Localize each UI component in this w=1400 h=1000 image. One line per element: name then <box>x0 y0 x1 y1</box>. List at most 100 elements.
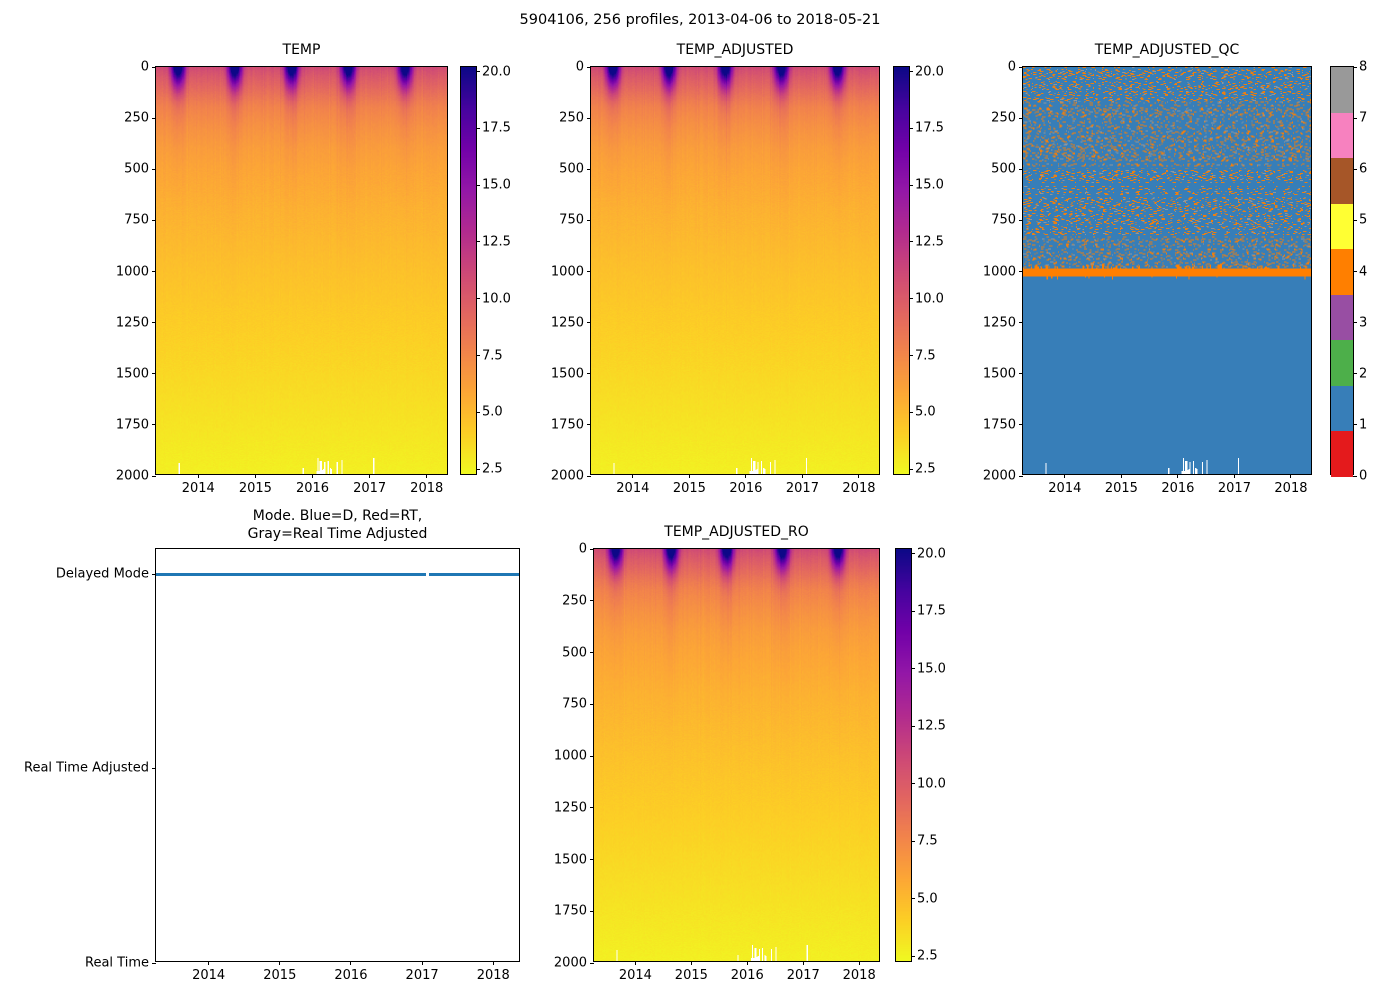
y-tick-label: Delayed Mode <box>55 566 149 582</box>
temp-adjusted-qc-heatmap: 2014 2015 2016 2017 2018 0 250 500 750 1000 1250 15… <box>983 60 1312 496</box>
x-tick-label: 2014 <box>616 481 650 496</box>
y-tick-label: 1500 <box>115 366 149 382</box>
tick-mark <box>1019 424 1023 426</box>
tick-mark <box>688 474 690 478</box>
temp-adjusted-heatmap-canvas <box>591 67 879 474</box>
mode-plot: 2014 2015 2016 2017 2018 Delayed Mode Real Tim… <box>24 548 520 983</box>
x-tick-label: 2014 <box>192 968 226 983</box>
tick-mark <box>587 424 591 426</box>
colorbar-segment <box>1331 248 1353 295</box>
tick-mark <box>911 840 915 842</box>
y-tick-label: Real Time Adjusted <box>24 760 149 776</box>
y-tick-label: 250 <box>562 593 587 609</box>
colorbar-tick-label: 10.0 <box>915 291 944 307</box>
y-tick-label: 0 <box>575 59 584 75</box>
tick-mark <box>1019 271 1023 272</box>
y-tick-label: 500 <box>991 161 1016 177</box>
temp-heatmap-canvas <box>156 67 447 474</box>
x-tick-label: 2018 <box>476 968 510 983</box>
colorbar-tick-label: 5 <box>1359 212 1368 228</box>
colorbar-tick-label: 3 <box>1359 315 1368 331</box>
temp-heatmap: 2014 2015 2016 2017 2018 0 250 500 750 1000 1250 15… <box>116 60 448 496</box>
colorbar-tick-label: 17.5 <box>482 120 511 136</box>
y-tick-label: 0 <box>140 59 149 75</box>
figure-title: 5904106, 256 profiles, 2013-04-06 to 201… <box>519 12 881 28</box>
tick-mark <box>909 411 913 413</box>
x-tick-label: 2016 <box>334 968 368 983</box>
y-tick-label: 2000 <box>550 468 584 484</box>
tick-mark <box>746 961 748 965</box>
tick-mark <box>152 373 156 375</box>
colorbar-tick-label: 5.0 <box>482 404 503 420</box>
y-tick-label: 1000 <box>982 264 1016 279</box>
tick-mark <box>476 355 480 357</box>
x-tick-label: 2015 <box>674 968 708 983</box>
colorbar-tick-label: 5.0 <box>917 891 938 907</box>
x-tick-label: 2015 <box>672 481 706 496</box>
x-tick-label: 2016 <box>1161 481 1195 496</box>
colorbar-segment <box>1331 203 1353 250</box>
y-tick-label: 250 <box>559 110 584 126</box>
y-tick-label: 1000 <box>553 748 587 764</box>
tick-mark <box>350 961 352 965</box>
tick-mark <box>911 725 915 727</box>
colorbar-segment <box>1331 385 1353 432</box>
tick-mark <box>909 468 913 470</box>
tick-mark <box>590 807 594 809</box>
colorbar-tick-label: 7 <box>1359 110 1368 126</box>
tick-mark <box>476 468 480 470</box>
tick-mark <box>1019 322 1023 324</box>
x-tick-label: 2016 <box>730 968 764 983</box>
tick-mark <box>152 271 156 272</box>
tick-mark <box>587 475 591 477</box>
y-tick-label: 1250 <box>553 800 587 816</box>
tick-mark <box>152 66 156 68</box>
y-tick-label: 1250 <box>115 315 149 331</box>
tick-mark <box>152 962 156 964</box>
colorbar-tick-label: 15.0 <box>917 661 946 677</box>
tick-mark <box>590 755 594 757</box>
x-tick-label: 2014 <box>1048 481 1082 496</box>
tick-mark <box>911 898 915 900</box>
tick-mark <box>587 322 591 324</box>
x-tick-label: 2015 <box>263 968 297 983</box>
y-tick-label: 0 <box>1007 59 1016 75</box>
tick-mark <box>1019 373 1023 375</box>
colorbar-tick-label: 20.0 <box>917 546 946 562</box>
tick-mark <box>197 474 199 478</box>
colorbar-tick-label: 17.5 <box>915 120 944 136</box>
colorbar-tick-label: 10.0 <box>917 776 946 792</box>
y-tick-label: 1250 <box>982 315 1016 331</box>
temp-adjusted-qc-title: TEMP_ADJUSTED_QC <box>1094 42 1240 58</box>
colorbar-tick-label: 12.5 <box>482 234 511 250</box>
tick-mark <box>909 71 913 73</box>
y-tick-label: Real Time <box>85 955 149 971</box>
tick-mark <box>254 474 256 478</box>
tick-mark <box>632 474 634 478</box>
tick-mark <box>1353 117 1357 119</box>
mode-line-gap <box>425 573 429 576</box>
tick-mark <box>911 783 915 785</box>
colorbar-tick-label: 2.5 <box>482 461 503 477</box>
tick-mark <box>587 117 591 119</box>
x-tick-label: 2017 <box>353 481 387 496</box>
tick-mark <box>208 961 210 965</box>
colorbar-tick-label: 6 <box>1359 161 1368 177</box>
tick-mark <box>911 553 915 555</box>
tick-mark <box>745 474 747 478</box>
y-tick-label: 1000 <box>115 264 149 279</box>
tick-mark <box>152 475 156 477</box>
temp-adjusted-ro-heatmap-canvas <box>594 549 879 961</box>
y-tick-label: 750 <box>562 696 587 712</box>
colorbar-tick-label: 8 <box>1359 59 1368 75</box>
y-tick-label: 500 <box>562 645 587 660</box>
mode-line <box>156 573 519 576</box>
y-tick-label: 1500 <box>553 852 587 867</box>
temp-adjusted-colorbar-gradient <box>894 67 909 474</box>
y-tick-label: 1750 <box>550 417 584 433</box>
colorbar-segment <box>1331 67 1353 114</box>
y-tick-label: 750 <box>559 212 584 228</box>
tick-mark <box>1353 373 1357 375</box>
colorbar-segment <box>1331 339 1353 386</box>
